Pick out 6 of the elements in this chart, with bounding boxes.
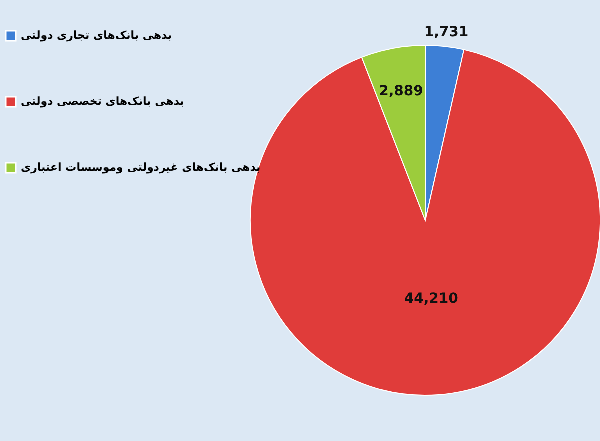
data-label: 1,731	[424, 24, 469, 41]
legend-label: بدهی بانک‌های تخصصی دولتی	[21, 95, 184, 108]
data-label: 44,210	[404, 291, 459, 308]
legend-label: بدهی بانک‌های تجاری دولتی	[21, 29, 172, 42]
legend-label: بدهی بانک‌های غیردولتی وموسسات اعتباری	[21, 161, 261, 174]
data-label: 2,889	[379, 84, 424, 100]
